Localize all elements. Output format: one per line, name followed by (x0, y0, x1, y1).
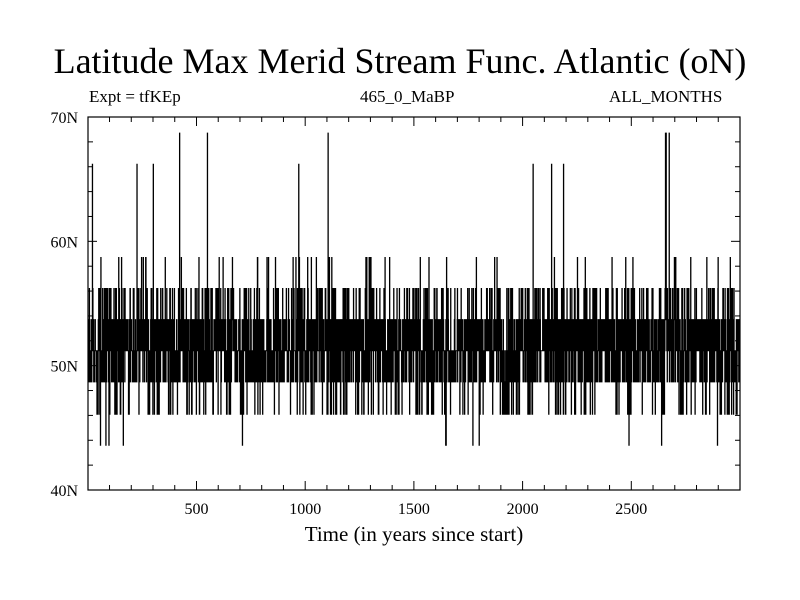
y-tick-label: 60N (50, 234, 78, 251)
x-tick-label: 2000 (507, 501, 539, 518)
x-tick-label: 2500 (615, 501, 647, 518)
axis-ticks: 500 1000 1500 2000 2500 40N 50N 60N 70N (50, 110, 740, 518)
x-axis-label: Time (in years since start) (305, 522, 524, 546)
y-tick-label: 40N (50, 483, 78, 500)
x-tick-label: 1000 (289, 501, 321, 518)
period-label: 465_0_MaBP (360, 87, 455, 106)
series-layer (87, 132, 741, 446)
x-tick-label: 1500 (398, 501, 430, 518)
experiment-label: Expt = tfKEp (89, 87, 181, 106)
y-tick-label: 70N (50, 110, 78, 127)
y-tick-label: 50N (50, 359, 78, 376)
chart-title: Latitude Max Merid Stream Func. Atlantic… (53, 41, 747, 81)
months-label: ALL_MONTHS (609, 87, 723, 106)
x-tick-label: 500 (184, 501, 208, 518)
series-line (87, 132, 741, 446)
